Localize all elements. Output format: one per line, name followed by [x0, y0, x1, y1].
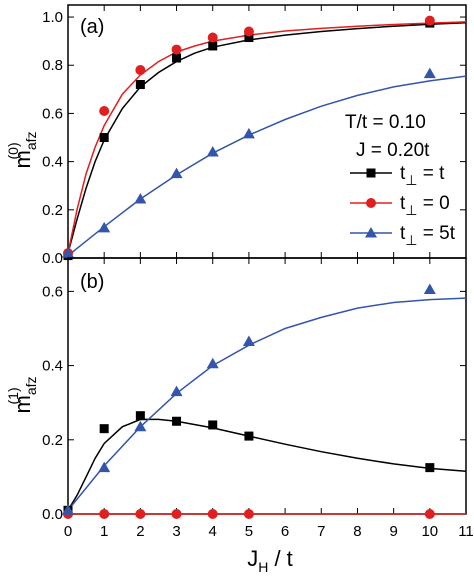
- panel-a-ylabel: mafz(0): [5, 131, 39, 168]
- series-0-point: [425, 463, 435, 473]
- y-tick-label: 0.2: [42, 202, 63, 219]
- series-0-point: [244, 431, 254, 441]
- x-tick-label: 10: [421, 523, 438, 540]
- series-1-point: [171, 44, 182, 55]
- legend: t⊥ = t t⊥ = 0 t⊥ = 5t: [350, 163, 456, 248]
- series-2-point: [134, 420, 147, 432]
- series-0-point: [99, 424, 109, 434]
- series-0-point: [135, 411, 145, 421]
- series-0-point: [208, 41, 218, 51]
- x-tick-label: 7: [317, 523, 325, 540]
- series-2-point: [98, 221, 111, 233]
- panel-a: (a) 0.0 0.2 0.4 0.6 0.8 1.0 mafz(0) T/t = 0.1…: [5, 4, 467, 267]
- panel-a-ticks: 0.0 0.2 0.4 0.6 0.8 1.0: [42, 5, 467, 267]
- x-tick-label: 5: [245, 523, 253, 540]
- panel-b-ylabel-main: m: [10, 395, 35, 413]
- panel-a-ylabel-sub: afz: [23, 131, 39, 150]
- series-2-point: [62, 247, 74, 258]
- series-1-point: [207, 32, 218, 43]
- panel-b-markers: [62, 283, 436, 519]
- series-0-point: [172, 53, 182, 63]
- y-tick-label: 0.4: [42, 358, 63, 375]
- series-2-point: [423, 67, 436, 79]
- series-1-fit-line: [67, 21, 467, 254]
- series-1-point: [171, 509, 182, 519]
- panel-a-label: (a): [80, 16, 104, 38]
- panel-a-curves: [67, 21, 467, 257]
- series-1-point: [99, 509, 110, 519]
- panel-b-ylabel: mafz(1): [5, 376, 39, 413]
- x-axis-title-main: J: [247, 546, 258, 571]
- annotation-coupling: J = 0.20t: [356, 140, 430, 161]
- y-tick-label: 0.4: [42, 154, 63, 171]
- series-2-point: [134, 192, 147, 204]
- series-1-point: [99, 106, 110, 117]
- series-2-point: [206, 357, 219, 369]
- series-2-point: [242, 335, 255, 346]
- series-0-point: [208, 420, 218, 430]
- x-tick-label: 8: [353, 523, 361, 540]
- series-2-point: [170, 167, 183, 179]
- series-2-fit-line: [67, 75, 467, 257]
- y-tick-label: 0.8: [42, 57, 63, 74]
- series-0-point: [99, 133, 109, 143]
- series-2-point: [62, 504, 74, 515]
- series-0-point: [135, 80, 145, 90]
- series-1-point: [135, 509, 146, 519]
- series-2-fit-line: [67, 297, 467, 511]
- series-2-point: [170, 385, 183, 397]
- x-tick-label: 11: [458, 523, 474, 540]
- series-0-point: [244, 33, 254, 43]
- panel-a-ylabel-main: m: [10, 150, 35, 168]
- panel-b-ylabel-sup: (1): [5, 387, 21, 404]
- legend-marker-2: [365, 227, 377, 238]
- series-0-point: [172, 416, 182, 426]
- panel-a-markers: [62, 15, 436, 261]
- x-tick-label: 4: [209, 523, 217, 540]
- y-tick-label: 0.2: [42, 432, 63, 449]
- legend-marker-1: [366, 198, 376, 208]
- series-1-point: [207, 509, 218, 519]
- series-2-point: [98, 461, 111, 473]
- x-axis-title-rest: / t: [268, 546, 292, 571]
- y-tick-label: 1.0: [42, 9, 63, 26]
- series-1-point: [243, 509, 254, 519]
- legend-marker-0: [366, 168, 376, 178]
- panel-b-ylabel-sub: afz: [23, 376, 39, 395]
- series-1-point: [424, 509, 435, 519]
- series-1-point: [243, 26, 254, 37]
- y-tick-label: 0.6: [42, 105, 63, 122]
- x-tick-label: 2: [136, 523, 144, 540]
- x-tick-label: 3: [172, 523, 180, 540]
- panel-a-ylabel-sup: (0): [5, 142, 21, 159]
- series-2-point: [423, 283, 436, 295]
- x-axis-title-sub: H: [258, 559, 268, 575]
- series-0-fit-line: [67, 22, 467, 254]
- panel-b-label: (b): [80, 271, 104, 293]
- legend-label-1: t⊥ = 0: [400, 193, 450, 218]
- panel-b-curves: [67, 297, 467, 515]
- x-tick-label: 9: [389, 523, 397, 540]
- y-tick-label: 0.0: [42, 250, 63, 267]
- annotation-temperature: T/t = 0.10: [345, 112, 426, 133]
- x-tick-label: 1: [100, 523, 108, 540]
- series-2-point: [242, 127, 255, 139]
- x-axis-title: JH / t: [247, 546, 293, 575]
- panel-b: (b) 0 1 2 3 4 5 6 7 8 9 10 11 0.0 0.2 0.4 0.6 mafz(1) J…: [5, 257, 474, 575]
- series-1-point: [424, 15, 435, 26]
- legend-label-2: t⊥ = 5t: [400, 223, 456, 248]
- x-tick-label: 6: [281, 523, 289, 540]
- y-tick-label: 0.6: [42, 283, 63, 300]
- series-1-point: [135, 65, 146, 76]
- legend-label-0: t⊥ = t: [400, 163, 445, 188]
- series-2-point: [206, 145, 219, 157]
- y-tick-label: 0.0: [42, 506, 63, 523]
- series-0-fit-line: [67, 418, 467, 511]
- panel-b-frame: [67, 257, 467, 515]
- x-tick-label: 0: [64, 523, 72, 540]
- panel-b-ticks: 0 1 2 3 4 5 6 7 8 9 10 11 0.0 0.2 0.4 0.6: [42, 258, 474, 540]
